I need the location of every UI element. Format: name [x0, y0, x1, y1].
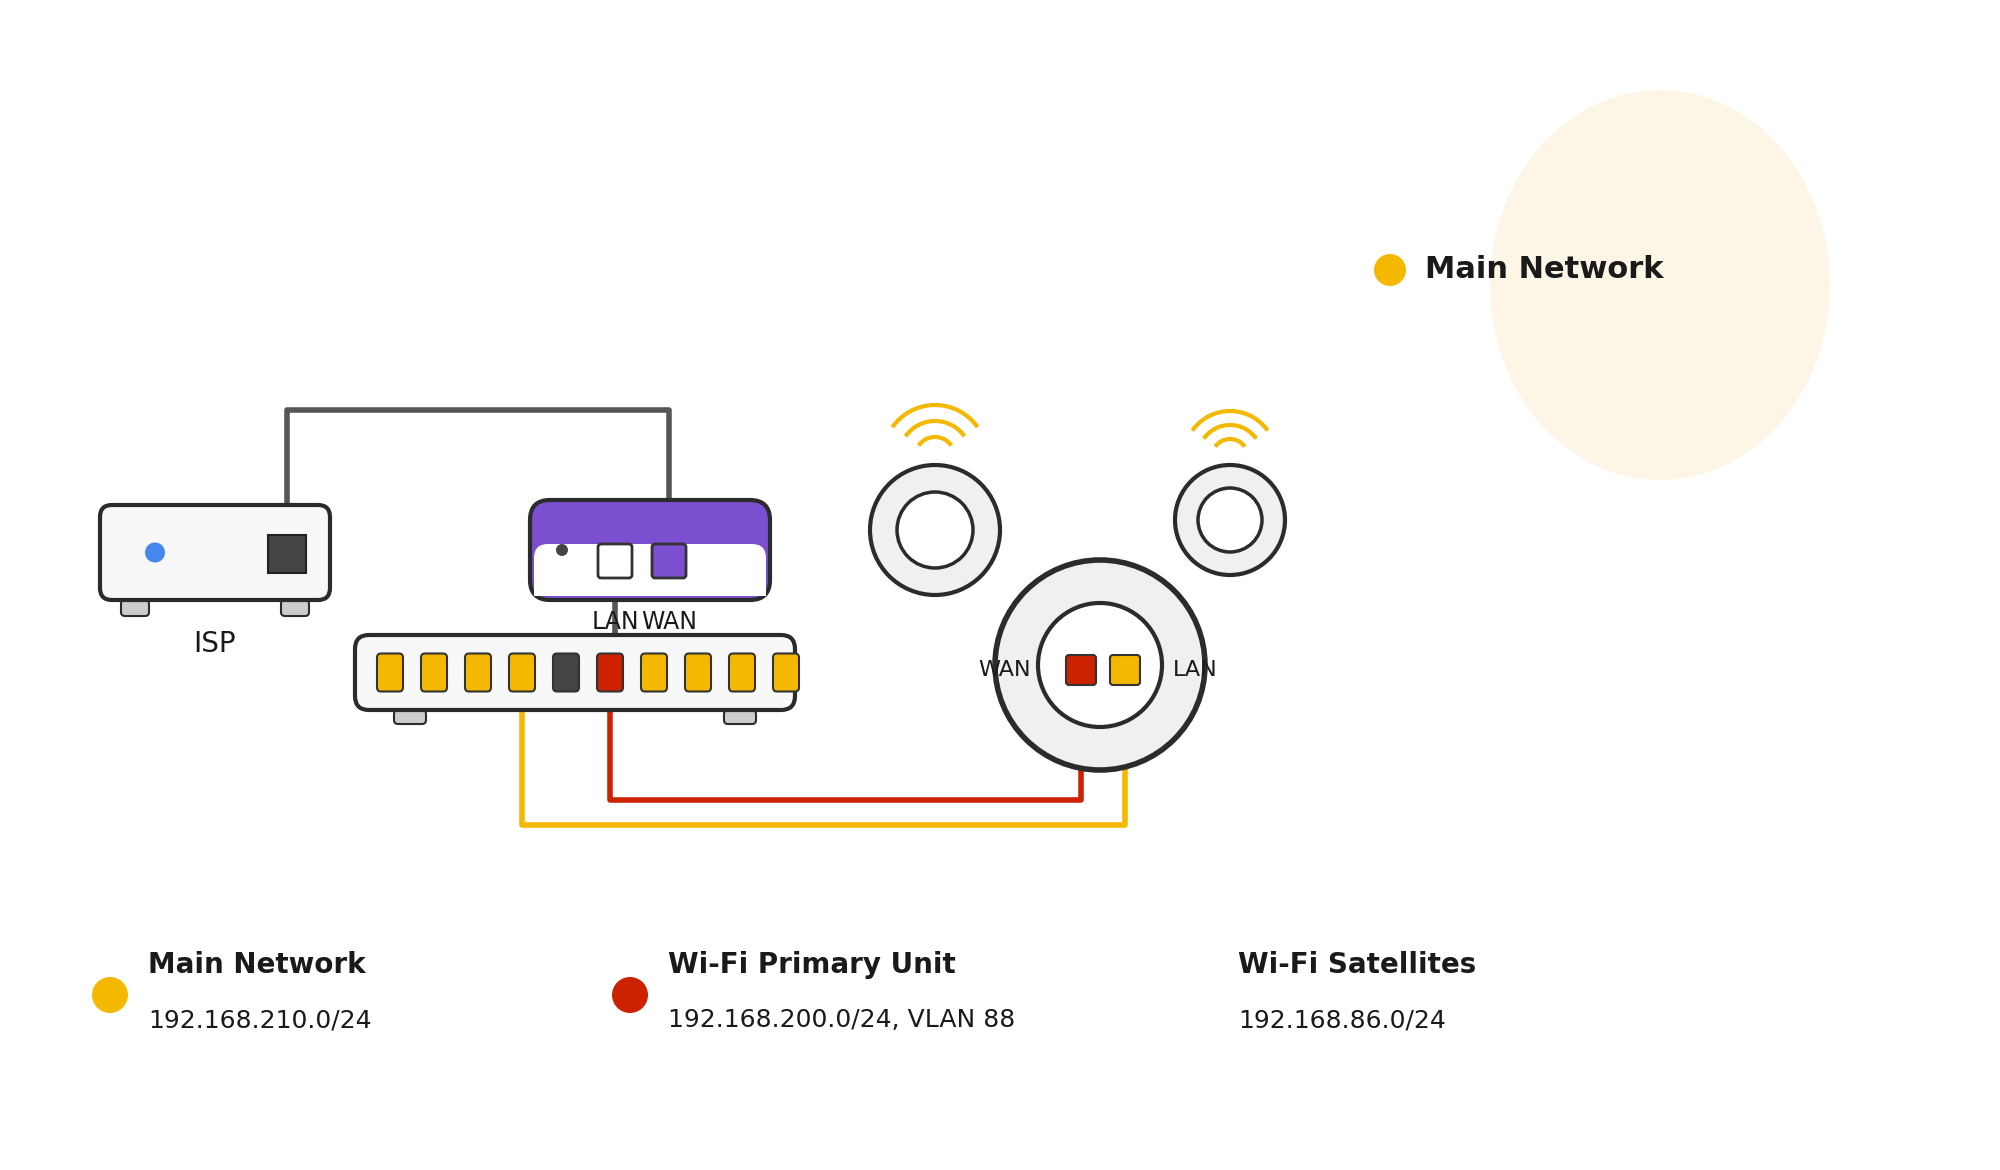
- Circle shape: [1198, 488, 1262, 552]
- Text: LAN: LAN: [592, 610, 638, 634]
- FancyBboxPatch shape: [1110, 655, 1140, 684]
- Circle shape: [1176, 464, 1284, 574]
- FancyBboxPatch shape: [724, 710, 756, 724]
- FancyBboxPatch shape: [534, 544, 766, 596]
- FancyBboxPatch shape: [356, 635, 796, 710]
- Text: Main Network: Main Network: [148, 951, 366, 979]
- FancyBboxPatch shape: [268, 535, 306, 572]
- FancyBboxPatch shape: [552, 654, 580, 691]
- Text: Main Network: Main Network: [1424, 255, 1664, 284]
- FancyBboxPatch shape: [376, 654, 404, 691]
- Text: 192.168.86.0/24: 192.168.86.0/24: [1238, 1009, 1446, 1032]
- FancyBboxPatch shape: [530, 500, 770, 600]
- Circle shape: [1374, 254, 1406, 285]
- Ellipse shape: [1490, 90, 1830, 480]
- FancyBboxPatch shape: [508, 654, 536, 691]
- Text: 192.168.210.0/24: 192.168.210.0/24: [148, 1009, 372, 1032]
- Circle shape: [612, 977, 648, 1013]
- Text: LAN: LAN: [1172, 660, 1218, 680]
- Circle shape: [996, 560, 1204, 770]
- FancyBboxPatch shape: [598, 544, 632, 578]
- FancyBboxPatch shape: [420, 654, 448, 691]
- FancyBboxPatch shape: [772, 654, 800, 691]
- Circle shape: [92, 977, 128, 1013]
- FancyBboxPatch shape: [728, 654, 756, 691]
- FancyBboxPatch shape: [684, 654, 712, 691]
- Text: ISP: ISP: [194, 629, 236, 658]
- FancyBboxPatch shape: [652, 544, 686, 578]
- Text: WAN: WAN: [978, 660, 1032, 680]
- FancyBboxPatch shape: [100, 505, 330, 600]
- FancyBboxPatch shape: [394, 710, 426, 724]
- Circle shape: [144, 543, 164, 563]
- Circle shape: [896, 493, 972, 567]
- FancyBboxPatch shape: [120, 600, 148, 615]
- FancyBboxPatch shape: [640, 654, 668, 691]
- FancyBboxPatch shape: [1066, 655, 1096, 684]
- Circle shape: [556, 544, 568, 556]
- Circle shape: [1038, 603, 1162, 727]
- Text: 192.168.200.0/24, VLAN 88: 192.168.200.0/24, VLAN 88: [668, 1009, 1016, 1032]
- Text: Wi-Fi Primary Unit: Wi-Fi Primary Unit: [668, 951, 956, 979]
- Bar: [534, 556, 766, 596]
- FancyBboxPatch shape: [596, 654, 624, 691]
- FancyBboxPatch shape: [280, 600, 308, 615]
- Text: Wi-Fi Satellites: Wi-Fi Satellites: [1238, 951, 1476, 979]
- FancyBboxPatch shape: [464, 654, 492, 691]
- Text: WAN: WAN: [640, 610, 698, 634]
- Circle shape: [870, 464, 1000, 596]
